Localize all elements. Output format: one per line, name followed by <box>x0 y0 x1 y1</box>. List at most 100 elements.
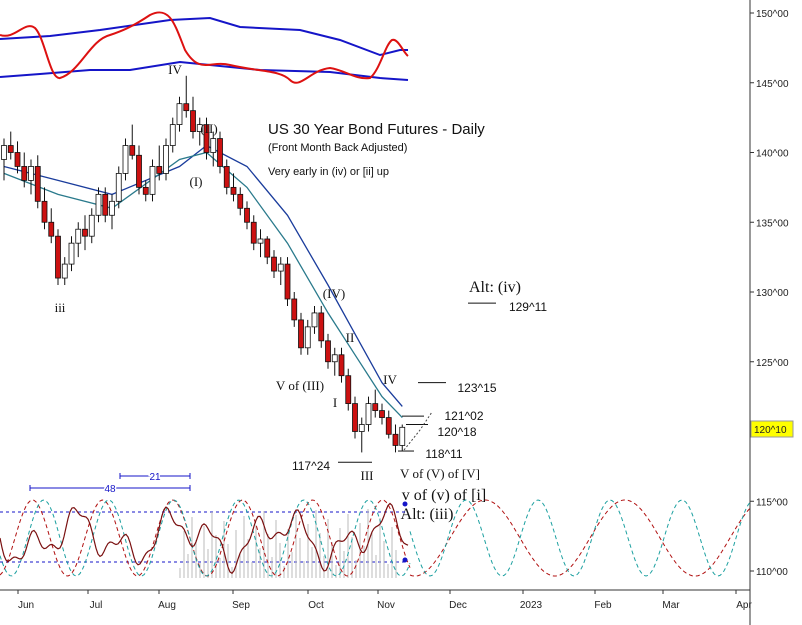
wave-label: 121^02 <box>445 409 484 423</box>
cycle-red-wave <box>0 499 411 577</box>
candle-body <box>338 354 345 377</box>
chart-note: Very early in (iv) or [ii] up <box>268 166 389 178</box>
y-tick-label: 140^00 <box>756 149 789 160</box>
wave-label: 123^15 <box>458 381 497 395</box>
candle-body <box>345 375 352 405</box>
candle-body <box>55 235 61 279</box>
x-tick-label: Nov <box>377 600 395 611</box>
candle-body <box>34 166 41 202</box>
candle-body <box>210 138 217 153</box>
candle-body <box>163 145 169 174</box>
y-tick-label: 110^00 <box>756 567 788 578</box>
candle-body <box>379 410 385 418</box>
top-osc-blue-line <box>0 16 408 57</box>
candle-body <box>284 263 291 300</box>
candle-body <box>68 242 75 265</box>
candle-body <box>28 166 34 181</box>
target-levels <box>338 302 496 463</box>
ma-slow-line <box>3 144 403 407</box>
candle-body <box>190 110 196 132</box>
x-tick-label: Sep <box>232 600 250 611</box>
cycle-marker-dot <box>402 501 408 507</box>
candle-body <box>115 173 122 202</box>
wave-label: Alt: (iii) <box>401 506 454 523</box>
wave-label: 117^24 <box>292 459 330 473</box>
y-tick-label: 125^00 <box>756 358 789 369</box>
moving-average-lines <box>3 144 403 419</box>
candle-body <box>75 228 82 244</box>
x-tick-label: Dec <box>449 600 467 611</box>
candle-body <box>291 298 298 321</box>
wave-label: iii <box>55 300 66 315</box>
projection-line <box>403 411 433 451</box>
candle-body <box>21 166 28 181</box>
wave-annotations: IV (II) (I) iii (IV) II V of (III) I IV III 117^24… <box>55 62 548 523</box>
price-axis: 150^00 145^00 140^00 135^00 130^00 125^00 120^… <box>750 9 789 578</box>
candle-body <box>230 186 237 195</box>
candle-body <box>223 166 230 188</box>
chart-title: US 30 Year Bond Futures - Daily <box>268 121 485 138</box>
x-tick-label: Oct <box>308 600 324 611</box>
cycle-length-label: 21 <box>149 472 161 483</box>
candle-body <box>156 166 163 174</box>
candle-body <box>385 417 392 435</box>
candle-body <box>196 124 203 132</box>
wave-label: II <box>346 330 355 345</box>
candle-body <box>304 326 311 349</box>
candle-body <box>392 433 399 446</box>
candle-body <box>358 424 365 432</box>
x-tick-label: Mar <box>662 600 680 611</box>
candle-body <box>95 193 102 216</box>
wave-label: V of (V) of [V] <box>400 466 480 481</box>
candle-body <box>250 221 257 244</box>
last-price-label: 120^10 <box>754 425 787 436</box>
top-osc-blue-line <box>0 60 409 81</box>
cycle-teal-projection <box>409 499 751 577</box>
x-tick-label: Apr <box>736 600 752 611</box>
y-tick-label: 150^00 <box>756 9 789 20</box>
candle-body <box>271 256 277 272</box>
last-price-badge <box>750 420 794 438</box>
wave-label: 129^11 <box>509 300 547 314</box>
candle-body <box>88 214 95 237</box>
cycle-oscillator-panel: 48 21 <box>0 471 751 578</box>
wave-label: 120^18 <box>438 425 477 439</box>
x-tick-label: 2023 <box>520 600 543 611</box>
wave-label: I <box>333 395 337 410</box>
candle-body <box>264 238 271 258</box>
chart-subtitle: (Front Month Back Adjusted) <box>268 142 407 154</box>
candle-body <box>311 312 318 328</box>
candle-body <box>102 193 109 216</box>
wave-label: (II) <box>200 121 217 136</box>
wave-label: Alt: (iv) <box>469 279 521 296</box>
candlestick-series <box>1 75 406 453</box>
candle-body <box>244 207 250 223</box>
wave-label: III <box>361 468 374 483</box>
top-osc-red-line <box>0 11 409 84</box>
x-tick-label: Jun <box>18 600 34 611</box>
cycle-red-projection <box>409 499 751 577</box>
candle-body <box>298 319 304 349</box>
y-tick-label: 130^00 <box>756 288 789 299</box>
candle-body <box>7 145 14 153</box>
candle-body <box>109 200 115 216</box>
x-tick-label: Jul <box>90 600 103 611</box>
y-tick-label: 145^00 <box>756 79 789 90</box>
candle-body <box>372 403 379 411</box>
candle-body <box>217 138 223 167</box>
candle-body <box>399 426 406 446</box>
candle-body <box>318 312 325 342</box>
candle-body <box>169 124 176 146</box>
candle-body <box>331 354 338 363</box>
candle-body <box>352 403 358 432</box>
candle-body <box>277 263 284 272</box>
candle-body <box>176 103 183 126</box>
candle-body <box>237 193 244 209</box>
y-tick-label: 115^00 <box>756 497 788 508</box>
candle-body <box>149 166 156 195</box>
candle-body <box>257 238 264 244</box>
x-tick-label: Aug <box>158 600 176 611</box>
wave-label: (I) <box>190 174 203 189</box>
wave-label: IV <box>383 372 397 387</box>
